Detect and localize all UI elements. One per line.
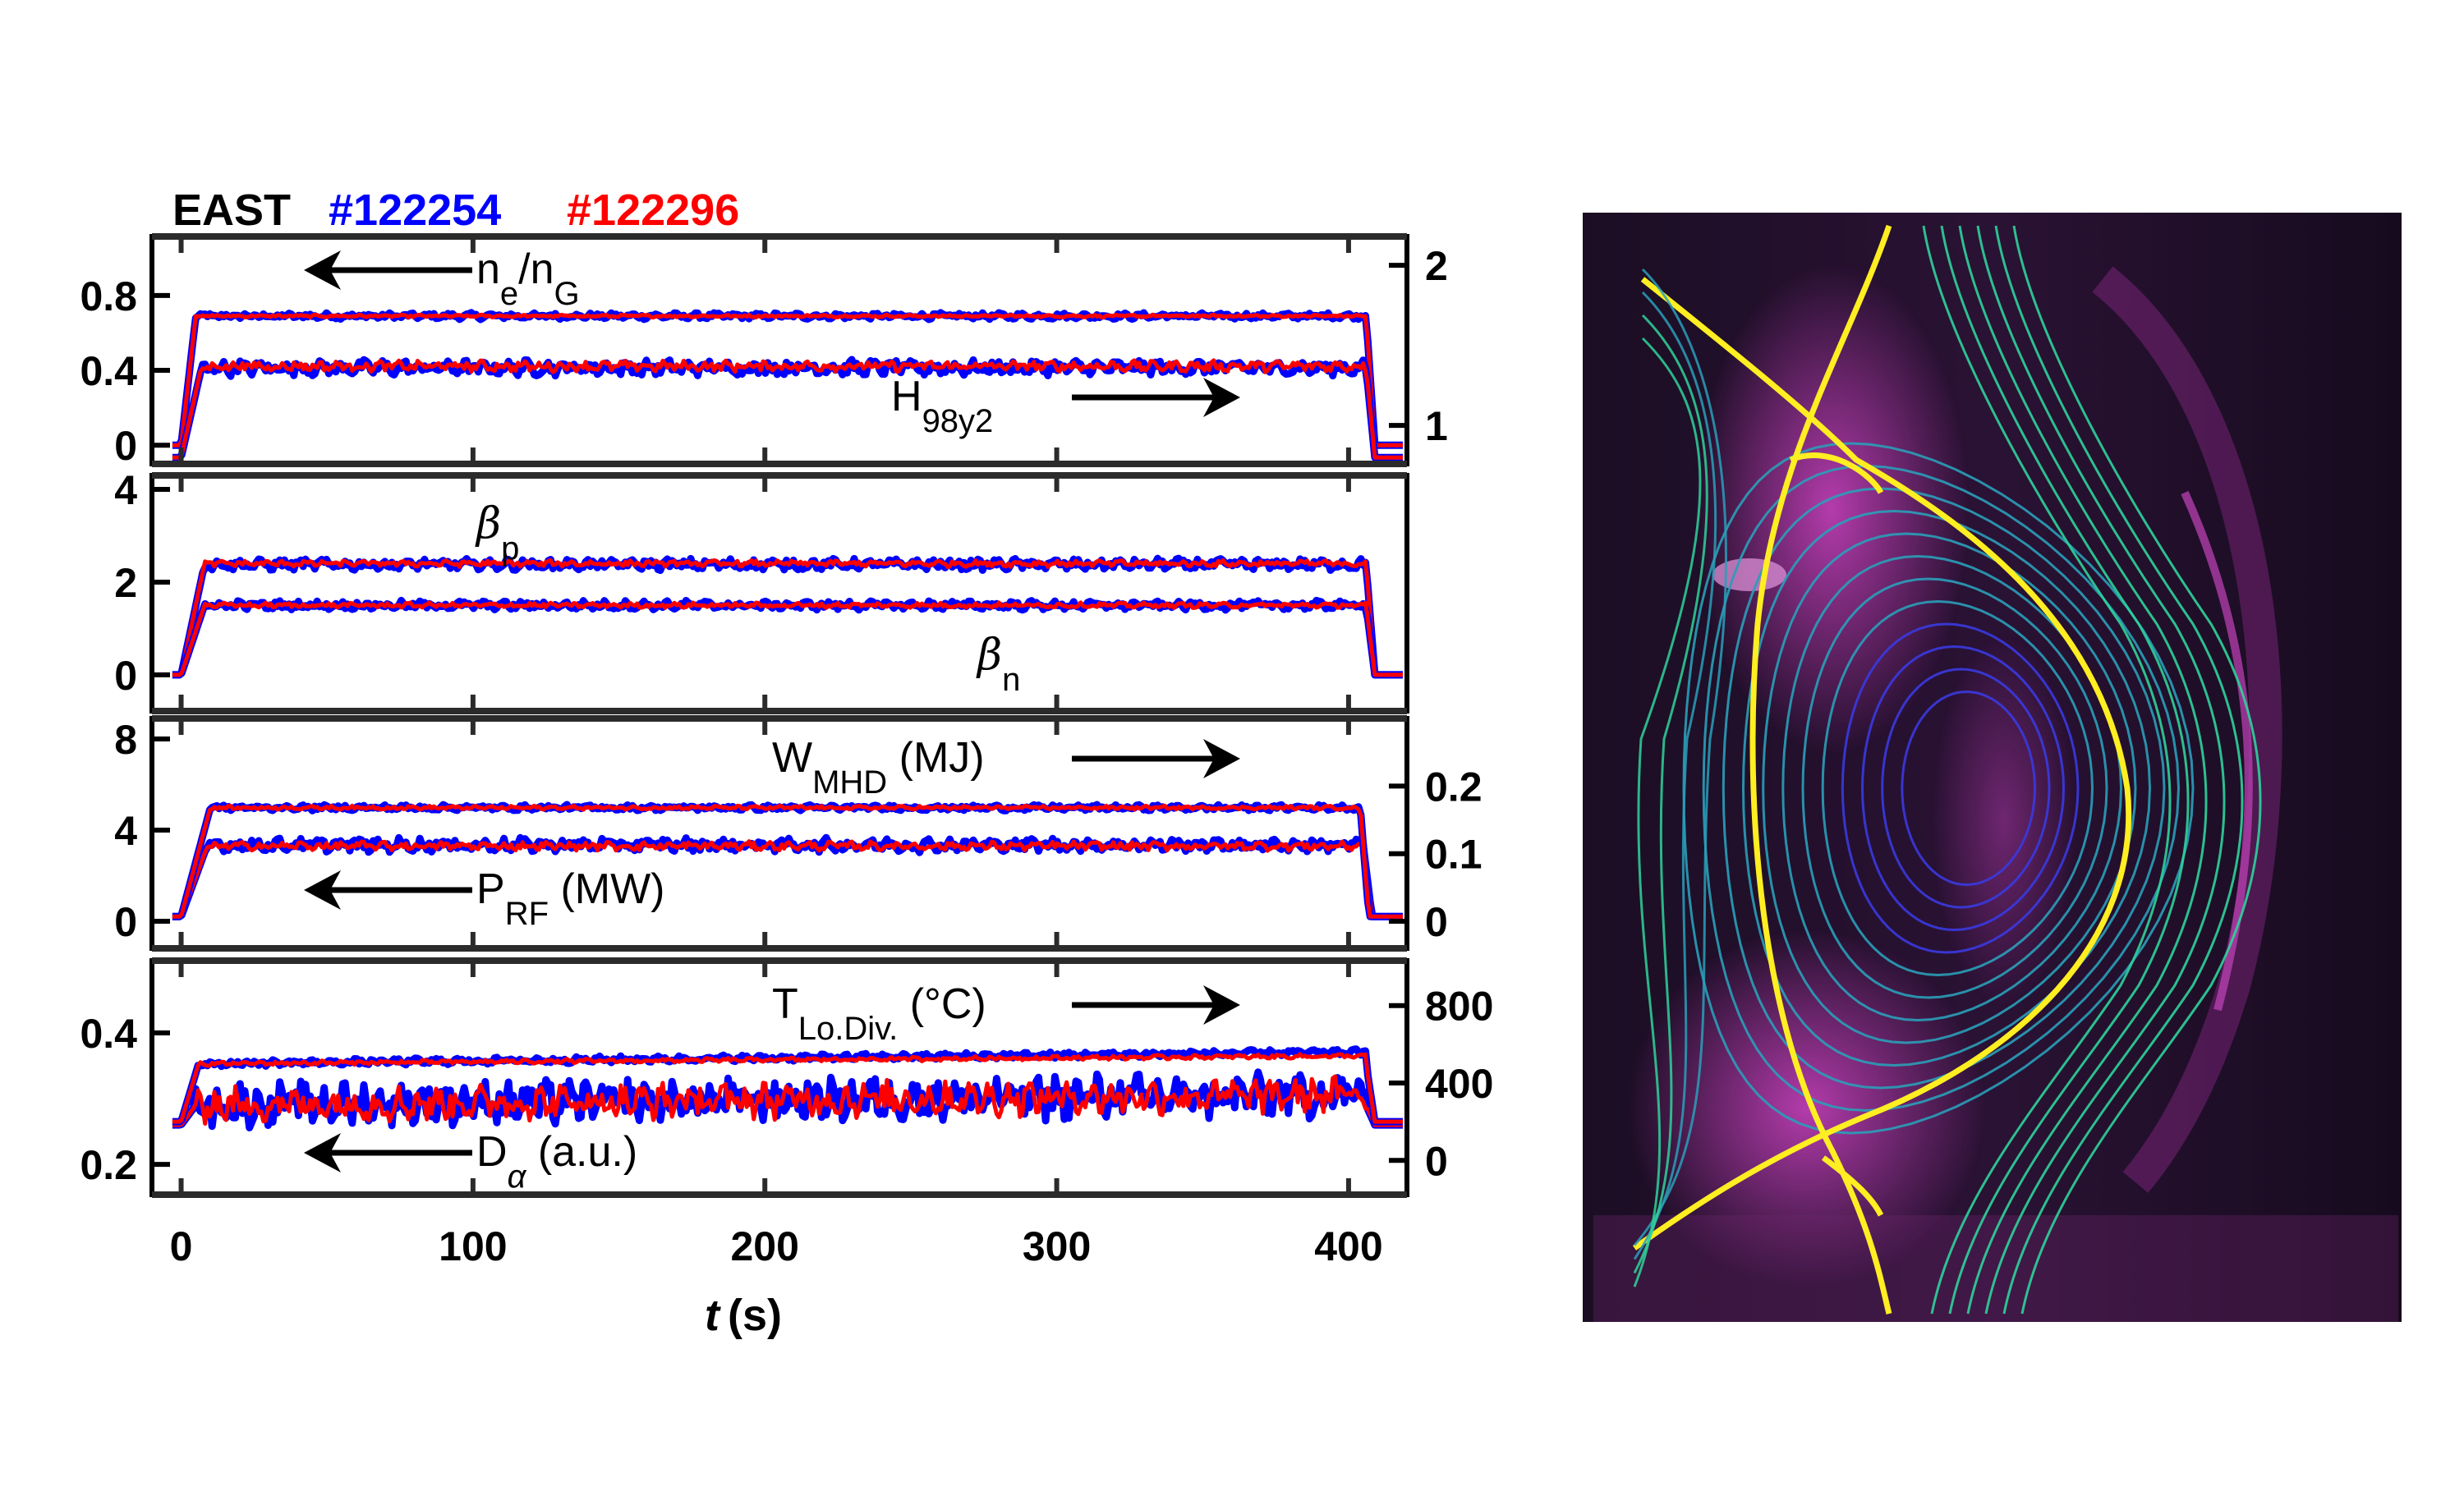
y-tick-label-right: 400 xyxy=(1425,1061,1493,1107)
open-field-line xyxy=(1922,225,2172,1315)
series-line xyxy=(171,833,1404,920)
panel-2: 0 2 4 βp βn xyxy=(114,467,1409,714)
open-field-line xyxy=(1976,225,2226,1315)
x-axis-label: t (s) xyxy=(705,1291,782,1340)
series-line xyxy=(172,358,1403,460)
y-tick-label-right: 0.2 xyxy=(1425,764,1483,810)
annotation-p: βp xyxy=(475,499,519,567)
series-line xyxy=(171,596,1404,679)
x-tick-label: 0 xyxy=(170,1223,193,1269)
y-tick-label-right: 2 xyxy=(1425,243,1448,289)
annotation-ne: ne/nG xyxy=(304,246,580,312)
y-tick-label-right: 1 xyxy=(1425,403,1448,449)
panel-2-series xyxy=(171,554,1404,679)
y-tick-label-right: 800 xyxy=(1425,984,1493,1030)
x-tick-label: 100 xyxy=(439,1223,507,1269)
separatrix xyxy=(1632,224,2132,1315)
flux-contour xyxy=(1881,668,2051,909)
panel-4: 0.2 0.4 0 400 800 TLo.Div. (°C) Dα (a.u.) xyxy=(80,957,1493,1198)
svg-text:βp: βp xyxy=(475,499,519,567)
series-line xyxy=(172,1052,1403,1124)
annotation-tlodiv: TLo.Div. (°C) xyxy=(772,980,1240,1047)
open-field-line xyxy=(1958,225,2208,1315)
svg-text:Dα (a.u.): Dα (a.u.) xyxy=(476,1128,637,1195)
y-tick-label-left: 0.2 xyxy=(80,1142,137,1188)
annotation-n: βn xyxy=(976,631,1020,698)
y-tick-label-right: 0 xyxy=(1425,1138,1448,1184)
x-axis-tick-labels: 0 100 200 300 400 xyxy=(170,1223,1383,1269)
series-line xyxy=(171,309,1404,449)
y-tick-label-left: 0.4 xyxy=(80,348,137,394)
series-line xyxy=(171,554,1404,679)
x-tick-label: 200 xyxy=(731,1223,799,1269)
y-tick-label-left: 0 xyxy=(114,899,137,945)
flux-contour xyxy=(1702,464,2181,1113)
plasma-camera-image xyxy=(1583,213,2402,1322)
panel-4-series xyxy=(171,1045,1404,1131)
flux-contour xyxy=(1860,645,2066,932)
svg-text:ne/nG: ne/nG xyxy=(476,246,580,312)
svg-text:WMHD (MJ): WMHD (MJ) xyxy=(772,734,985,801)
x-tick-label: 300 xyxy=(1023,1223,1091,1269)
y-tick-label-right: 0.1 xyxy=(1425,832,1483,878)
y-tick-label-left: 4 xyxy=(114,808,137,854)
y-tick-label-left: 0 xyxy=(114,423,137,469)
open-field-line xyxy=(1633,314,1708,1274)
series-line xyxy=(172,312,1403,447)
open-field-line xyxy=(1633,337,1702,1287)
flux-contour xyxy=(1781,554,2123,1022)
series-line xyxy=(171,801,1404,920)
y-tick-label-left: 0.4 xyxy=(80,1011,137,1057)
open-field-line xyxy=(1633,291,1717,1260)
panel-3: 0 4 8 0 0.1 0.2 WMHD (MJ) PRF (MW) xyxy=(114,715,1483,952)
svg-text:H98y2: H98y2 xyxy=(891,373,993,439)
y-tick-label-left: 0.8 xyxy=(80,273,137,319)
open-field-line xyxy=(1994,225,2244,1315)
y-tick-label-left: 2 xyxy=(114,560,137,606)
svg-text:PRF (MW): PRF (MW) xyxy=(476,865,665,932)
panel-1-series xyxy=(171,309,1404,461)
series-line xyxy=(172,1074,1403,1127)
timetrace-panels: 00.40.812ne/nGH98y2024βpβn04800.10.2WMHD… xyxy=(80,233,1493,1198)
y-tick-label-right: 0 xyxy=(1425,899,1448,945)
series-line xyxy=(172,600,1403,677)
panel-3-series xyxy=(171,801,1404,920)
open-field-line xyxy=(1940,225,2190,1315)
figure-title: EAST #122254 #122296 xyxy=(172,186,739,235)
svg-text:TLo.Div. (°C): TLo.Div. (°C) xyxy=(772,980,986,1047)
annotation-wmhd: WMHD (MJ) xyxy=(772,734,1240,801)
open-field-line xyxy=(1633,268,1727,1246)
y-tick-label-left: 4 xyxy=(114,467,137,513)
open-field-line xyxy=(2012,225,2262,1315)
flux-contour xyxy=(1821,599,2094,977)
flux-contour xyxy=(1801,577,2108,999)
annotation-prf: PRF (MW) xyxy=(304,865,665,932)
x-tick-label: 400 xyxy=(1314,1223,1382,1269)
flux-surfaces xyxy=(1632,224,2262,1315)
flux-contour xyxy=(1722,487,2166,1090)
series-line xyxy=(172,803,1403,919)
y-tick-label-left: 8 xyxy=(114,717,137,763)
title-shot-blue: #122254 xyxy=(329,186,501,235)
flux-contour xyxy=(1841,622,2080,954)
title-device: EAST xyxy=(172,186,291,235)
flux-contour xyxy=(1901,690,2037,887)
series-line xyxy=(172,839,1403,919)
title-shot-red: #122296 xyxy=(567,186,739,235)
panel-1: 0 0.4 0.8 1 2 ne/nG H98y2 xyxy=(80,233,1448,469)
svg-text:βn: βn xyxy=(976,631,1020,698)
series-line xyxy=(172,558,1403,677)
flux-contour xyxy=(1741,509,2152,1067)
panel-frame xyxy=(149,473,1409,714)
y-tick-label-left: 0 xyxy=(114,653,137,699)
annotation-h98y2: H98y2 xyxy=(891,373,1240,439)
